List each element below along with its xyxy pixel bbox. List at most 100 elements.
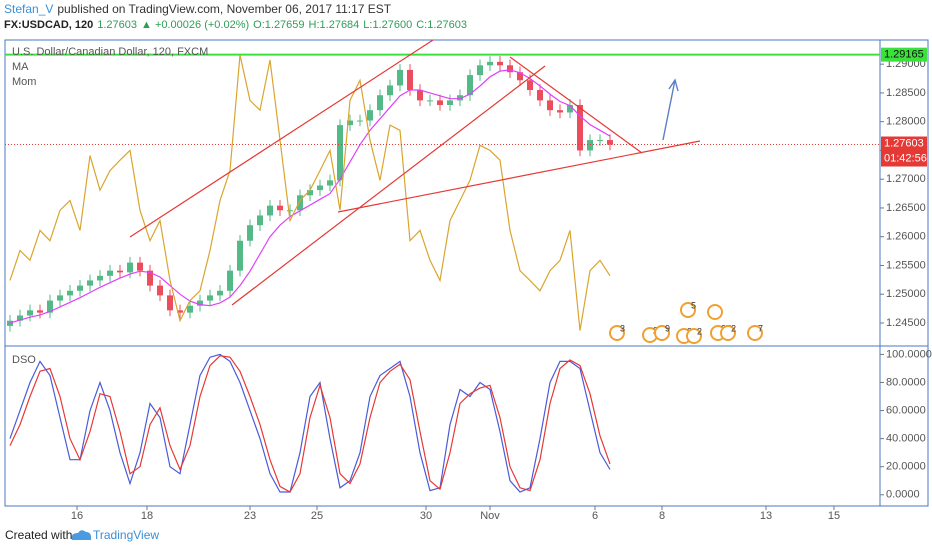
candle-body bbox=[437, 100, 443, 105]
candle-body bbox=[107, 270, 113, 276]
event-count: 5 bbox=[691, 300, 696, 310]
candle-body bbox=[7, 320, 13, 326]
event-icon bbox=[654, 325, 670, 341]
y-tick-label: 40.0000 bbox=[886, 433, 926, 445]
x-tick-label: 30 bbox=[420, 510, 432, 522]
candle-body bbox=[77, 285, 83, 291]
candle-body bbox=[207, 295, 213, 301]
y-tick-label: 20.0000 bbox=[886, 461, 926, 473]
candle-body bbox=[287, 210, 293, 212]
candle-body bbox=[537, 90, 543, 101]
change: ▲ +0.00026 (+0.02%) bbox=[141, 19, 250, 31]
candle-body bbox=[507, 65, 513, 73]
candle-body bbox=[187, 305, 193, 313]
candle-body bbox=[427, 100, 433, 102]
candle-body bbox=[587, 140, 593, 151]
candle-body bbox=[157, 285, 163, 296]
x-tick-label: 15 bbox=[828, 510, 840, 522]
candle-body bbox=[97, 275, 103, 281]
footer-text: Created with bbox=[5, 528, 72, 542]
candle-body bbox=[267, 205, 273, 216]
line-series bbox=[9, 355, 611, 493]
trendline bbox=[129, 39, 434, 238]
event-icon bbox=[720, 325, 736, 341]
candle-body bbox=[567, 104, 573, 113]
y-tick-label: 1.28000 bbox=[886, 116, 926, 128]
symbol: FX:USDCAD, 120 bbox=[4, 19, 94, 31]
event-count: 7 bbox=[758, 323, 763, 333]
candle-body bbox=[377, 95, 383, 111]
price-label: 1.29165 bbox=[884, 49, 924, 61]
x-tick-label: 18 bbox=[141, 510, 153, 522]
x-tick-label: 13 bbox=[760, 510, 772, 522]
y-tick-label: 1.26000 bbox=[886, 231, 926, 243]
price-label-bg bbox=[881, 47, 927, 62]
candle-body bbox=[137, 262, 143, 271]
candle-body bbox=[47, 300, 53, 313]
trendlines bbox=[129, 39, 701, 306]
x-tick-label: 16 bbox=[71, 510, 83, 522]
candle-body bbox=[177, 310, 183, 313]
candle-body bbox=[417, 90, 423, 101]
candle-body bbox=[57, 295, 63, 301]
event-count: 2 bbox=[731, 323, 736, 333]
candle-body bbox=[527, 80, 533, 91]
candle-body bbox=[497, 61, 503, 66]
candle-body bbox=[557, 110, 563, 113]
candle-body bbox=[347, 120, 353, 126]
candle-body bbox=[467, 75, 473, 96]
candle-body bbox=[387, 85, 393, 96]
event-count: 2 bbox=[697, 326, 702, 336]
x-tick-label: 8 bbox=[659, 510, 665, 522]
x-tick-label: Nov bbox=[480, 510, 500, 522]
candle-body bbox=[277, 205, 283, 211]
x-tick-label: 25 bbox=[311, 510, 323, 522]
y-tick-label: 80.0000 bbox=[886, 376, 926, 388]
candle-body bbox=[247, 225, 253, 241]
candle-body bbox=[317, 185, 323, 191]
candle-body bbox=[257, 215, 263, 226]
candle-body bbox=[327, 180, 333, 186]
author: Stefan_V bbox=[4, 2, 54, 16]
candle-body bbox=[167, 295, 173, 311]
candle-body bbox=[397, 69, 403, 86]
candle-body bbox=[447, 100, 453, 105]
y-tick-label: 1.24500 bbox=[886, 317, 926, 329]
price-label-bg bbox=[881, 136, 927, 167]
candle-body bbox=[357, 120, 363, 122]
candle-body bbox=[337, 125, 343, 181]
candle-body bbox=[297, 195, 303, 211]
event-count: 3 bbox=[620, 323, 625, 333]
symbol-bar: FX:USDCAD, 120 1.27603 ▲ +0.00026 (+0.02… bbox=[4, 19, 467, 31]
ohlc: C:1.27603 bbox=[416, 19, 467, 31]
candle-body bbox=[87, 280, 93, 286]
header: Stefan_V published on TradingView.com, N… bbox=[4, 2, 391, 16]
candle-body bbox=[477, 65, 483, 76]
candle-body bbox=[307, 190, 313, 196]
candle-body bbox=[37, 310, 43, 313]
candle-body bbox=[227, 270, 233, 291]
ohlc: O:1.27659 bbox=[253, 19, 305, 31]
candle-body bbox=[17, 315, 23, 321]
trendline bbox=[337, 140, 701, 213]
ohlc: H:1.27684 bbox=[308, 19, 360, 31]
candle-body bbox=[517, 72, 523, 81]
x-tick-label: 23 bbox=[244, 510, 256, 522]
legend-entry: MA bbox=[12, 61, 29, 73]
event-icon bbox=[747, 325, 763, 341]
candle-body bbox=[607, 140, 613, 145]
countdown: 01:42:56 bbox=[884, 152, 927, 164]
y-tick-label: 1.27000 bbox=[886, 173, 926, 185]
y-tick-label: 1.26500 bbox=[886, 202, 926, 214]
trendline bbox=[231, 65, 546, 306]
candle-body bbox=[117, 270, 123, 273]
legend-entry: Mom bbox=[12, 76, 36, 88]
y-tick-label: 0.0000 bbox=[886, 489, 920, 501]
candle-body bbox=[577, 104, 583, 151]
candle-body bbox=[547, 100, 553, 111]
footer-brand: TradingView bbox=[93, 528, 159, 542]
candle-body bbox=[597, 140, 603, 142]
candle-body bbox=[487, 61, 493, 66]
trendline bbox=[509, 56, 643, 154]
